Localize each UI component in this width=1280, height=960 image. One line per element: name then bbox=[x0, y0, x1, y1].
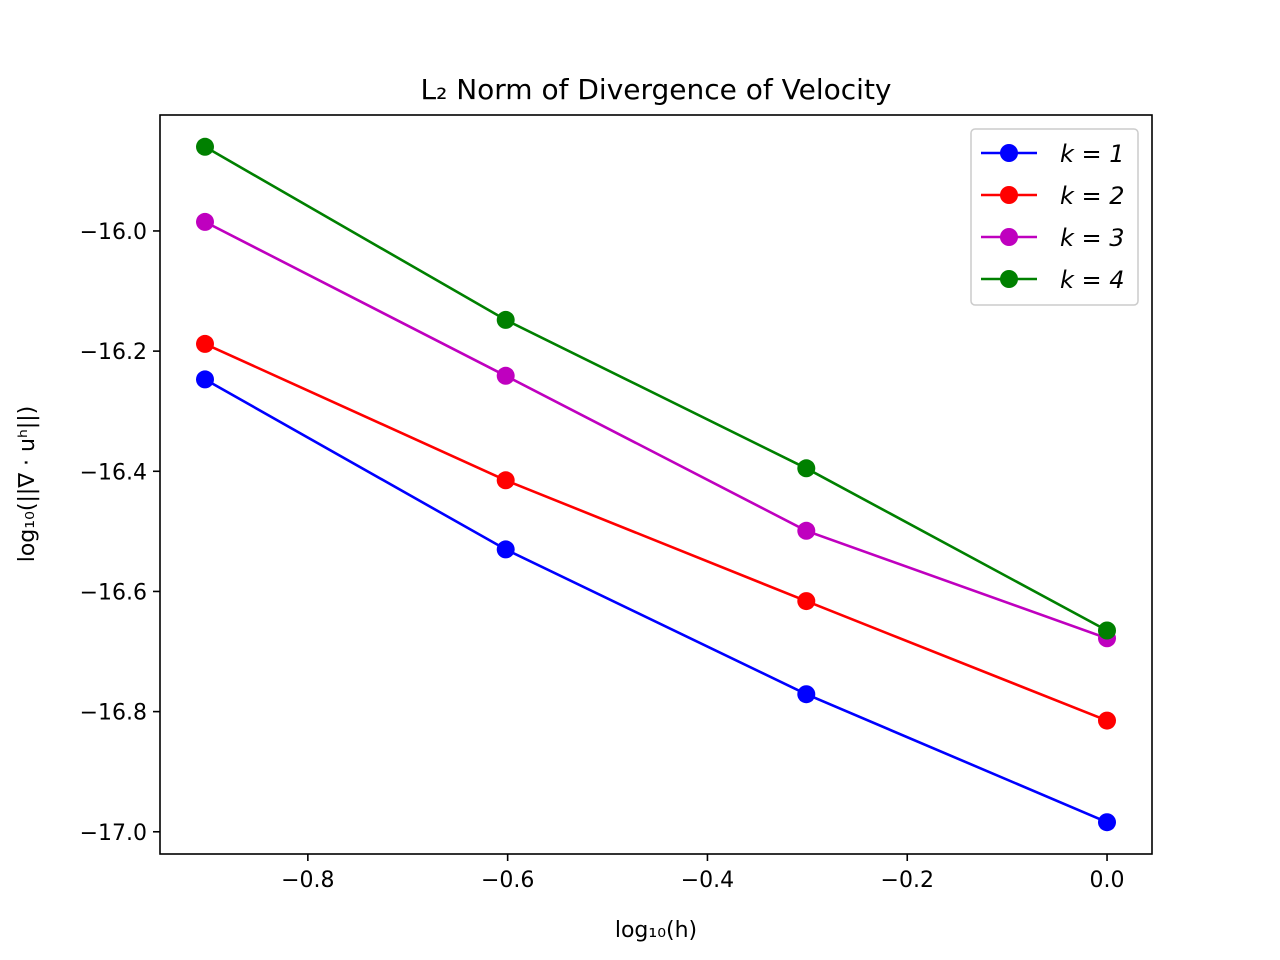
data-point bbox=[797, 459, 816, 478]
series-k2 bbox=[196, 334, 1116, 730]
legend-box bbox=[970, 128, 1139, 306]
series-k4 bbox=[196, 137, 1116, 640]
data-point bbox=[1098, 621, 1116, 640]
plot-frame bbox=[159, 114, 1153, 855]
x-tick-label: −0.6 bbox=[481, 868, 534, 893]
y-axis-label: log₁₀(||∇ · uʰ||) bbox=[15, 406, 40, 563]
legend-entry: k = 4 bbox=[981, 266, 1125, 294]
y-tick-label: −16.0 bbox=[80, 220, 147, 245]
legend-entry: k = 1 bbox=[981, 140, 1125, 168]
legend-entry: k = 3 bbox=[981, 224, 1125, 252]
legend-marker bbox=[1000, 228, 1018, 246]
data-point bbox=[797, 685, 816, 704]
x-axis-label: log₁₀(h) bbox=[615, 918, 697, 943]
data-point bbox=[797, 521, 816, 540]
legend-entry: k = 2 bbox=[981, 182, 1125, 210]
y-tick-label: −16.4 bbox=[80, 460, 147, 485]
series-line bbox=[204, 342, 1108, 722]
series-layer bbox=[196, 137, 1116, 832]
data-point bbox=[196, 370, 214, 389]
series-line bbox=[204, 378, 1108, 824]
data-point bbox=[1098, 813, 1116, 832]
y-axis: −16.0 −16.2 −16.4 −16.6 −16.8 −17.0 bbox=[80, 220, 160, 846]
legend-marker bbox=[1000, 144, 1018, 162]
legend-label: k = 3 bbox=[1060, 224, 1125, 252]
data-point bbox=[797, 592, 816, 611]
y-tick-label: −17.0 bbox=[80, 821, 147, 846]
x-tick-label: 0.0 bbox=[1090, 868, 1125, 893]
data-point bbox=[196, 137, 214, 156]
chart-title: L₂ Norm of Divergence of Velocity bbox=[420, 73, 891, 106]
data-point bbox=[1098, 711, 1116, 730]
x-tick-label: −0.2 bbox=[881, 868, 934, 893]
data-point bbox=[496, 540, 515, 559]
legend: k = 1 k = 2 k = 3 k = 4 bbox=[970, 128, 1139, 306]
data-point bbox=[496, 471, 515, 490]
x-axis: −0.8 −0.6 −0.4 −0.2 0.0 bbox=[281, 854, 1125, 893]
series-line bbox=[204, 220, 1108, 640]
data-point bbox=[496, 366, 515, 385]
legend-label: k = 2 bbox=[1060, 182, 1125, 210]
data-point bbox=[196, 212, 214, 231]
y-tick-label: −16.2 bbox=[80, 340, 147, 365]
series-k1 bbox=[196, 370, 1116, 832]
x-tick-label: −0.8 bbox=[281, 868, 334, 893]
x-tick-label: −0.4 bbox=[681, 868, 734, 893]
y-tick-label: −16.6 bbox=[80, 580, 147, 605]
legend-marker bbox=[1000, 186, 1018, 204]
data-point bbox=[496, 310, 515, 329]
series-line bbox=[204, 145, 1108, 632]
legend-label: k = 1 bbox=[1060, 140, 1125, 168]
legend-marker bbox=[1000, 270, 1018, 288]
y-tick-label: −16.8 bbox=[80, 701, 147, 726]
legend-label: k = 4 bbox=[1060, 266, 1125, 294]
data-point bbox=[196, 334, 214, 353]
